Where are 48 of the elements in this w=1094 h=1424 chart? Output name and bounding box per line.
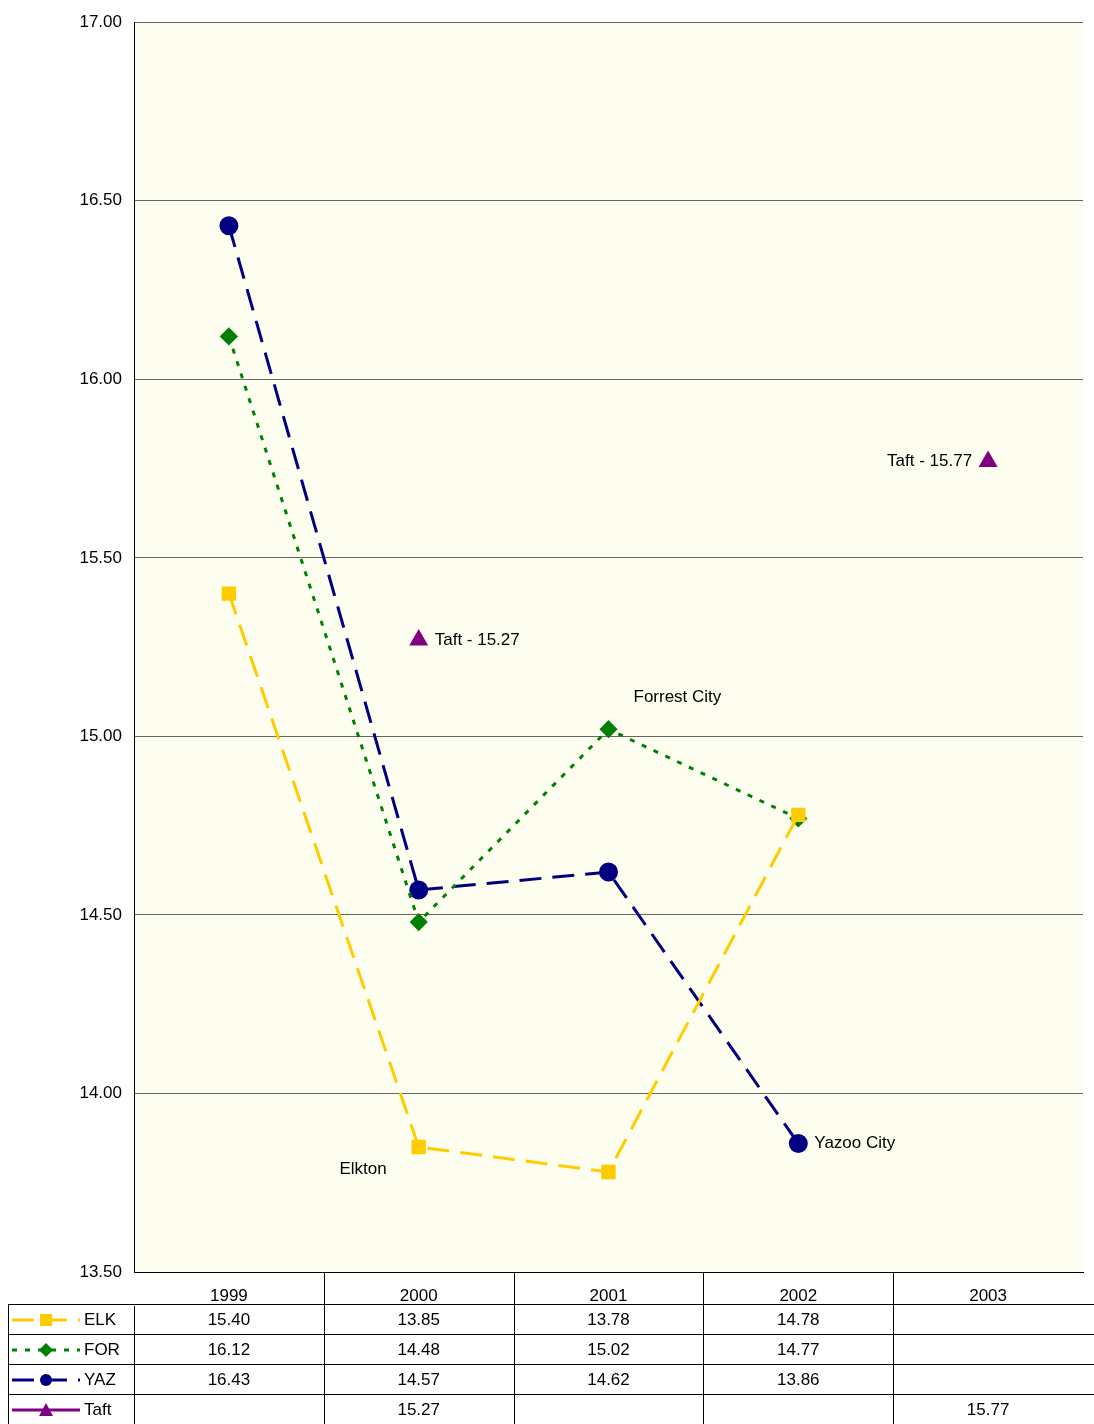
point <box>409 880 429 900</box>
data-label: 14.62 <box>587 1369 630 1389</box>
point <box>600 720 617 738</box>
y-tick-label: 17.00 <box>79 11 122 31</box>
point <box>599 862 618 882</box>
legend-label: Taft <box>84 1399 112 1419</box>
data-label: 15.02 <box>587 1339 630 1359</box>
x-tick-label: 1999 <box>209 1285 248 1305</box>
y-tick-label: 14.00 <box>79 1083 122 1103</box>
y-tick-label: 15.00 <box>79 726 122 746</box>
data-label: 15.77 <box>966 1399 1010 1419</box>
annotation: Taft - 15.77 <box>887 451 973 471</box>
point <box>410 630 428 646</box>
y-tick-label: 15.50 <box>79 547 122 567</box>
annotation: Yazoo City <box>814 1133 896 1153</box>
y-tick-label: 14.50 <box>79 904 122 924</box>
point <box>219 216 239 236</box>
data-label: 14.57 <box>397 1369 440 1389</box>
x-tick-label: 2003 <box>969 1285 1008 1305</box>
point <box>601 1164 616 1180</box>
point <box>411 1139 426 1155</box>
y-tick-label: 13.50 <box>79 1261 122 1281</box>
data-label: 13.85 <box>397 1309 440 1329</box>
x-tick-label: 2002 <box>779 1285 818 1305</box>
point <box>220 327 238 345</box>
data-label: 13.86 <box>777 1369 820 1389</box>
data-label: 14.78 <box>777 1309 820 1329</box>
data-label: 14.77 <box>777 1339 820 1359</box>
y-tick-label: 16.00 <box>79 368 122 388</box>
x-tick-label: 2001 <box>589 1285 628 1305</box>
point <box>221 586 237 601</box>
point <box>791 807 806 823</box>
point <box>410 913 428 931</box>
legend-label: ELK <box>84 1309 117 1329</box>
legend-label: FOR <box>84 1339 120 1359</box>
point <box>788 1133 808 1153</box>
data-label: 13.78 <box>587 1309 630 1329</box>
annotation: Taft - 15.27 <box>434 629 520 649</box>
legend-label: YAZ <box>84 1369 116 1389</box>
y-tick-label: 16.50 <box>79 190 122 210</box>
annotation: Elkton <box>339 1158 387 1178</box>
data-label: 15.27 <box>397 1399 440 1419</box>
annotation: Forrest City <box>633 686 722 706</box>
data-label: 16.12 <box>207 1339 251 1359</box>
x-tick-label: 2000 <box>399 1285 438 1305</box>
data-label: 16.43 <box>207 1369 251 1389</box>
data-label: 14.48 <box>397 1339 440 1359</box>
data-label: 15.40 <box>207 1309 251 1329</box>
